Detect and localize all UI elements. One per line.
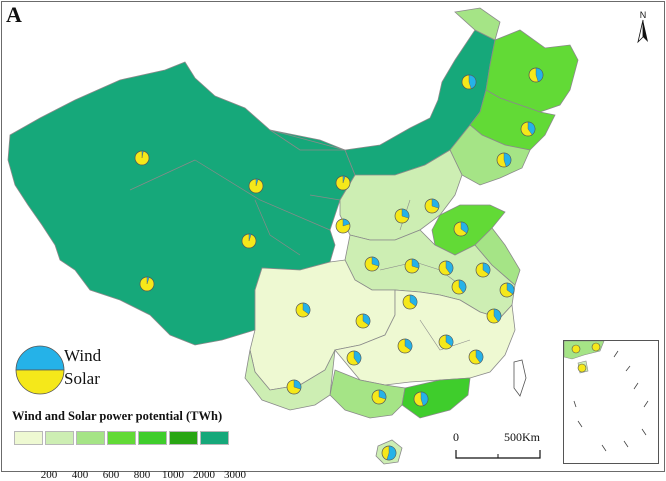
pie-marker xyxy=(248,178,264,194)
pie-marker xyxy=(404,258,420,274)
pie-marker xyxy=(134,150,150,166)
region-guangdong xyxy=(401,377,471,419)
inset-map xyxy=(564,341,649,452)
pie-legend: Wind Solar xyxy=(14,344,154,396)
pie-marker xyxy=(451,279,467,295)
scale-bar: 0 500Km xyxy=(450,430,570,466)
pie-legend-solar: Solar xyxy=(64,369,100,388)
pie-marker xyxy=(394,208,410,224)
color-legend: Wind and Solar power potential (TWh) 200… xyxy=(12,409,272,481)
region-jilin xyxy=(469,89,556,151)
pie-legend-icon xyxy=(15,345,65,395)
legend-tick-label: 600 xyxy=(102,469,120,481)
legend-tick-label: 200 xyxy=(40,469,58,481)
pie-marker xyxy=(139,276,155,292)
pie-marker xyxy=(364,256,380,272)
pie-marker xyxy=(295,302,311,318)
legend-tick-label: 800 xyxy=(133,469,151,481)
pie-marker xyxy=(424,198,440,214)
pie-marker xyxy=(461,74,477,90)
pie-legend-wind: Wind xyxy=(64,346,102,365)
north-arrow: N xyxy=(634,10,652,46)
region-hebei-shanxi xyxy=(339,149,463,241)
pie-marker xyxy=(438,260,454,276)
legend-swatch xyxy=(200,431,229,445)
pie-marker xyxy=(355,313,371,329)
pie-marker xyxy=(286,379,302,395)
legend-swatch xyxy=(76,431,105,445)
region-northeast-top xyxy=(454,7,501,41)
legend-tick-label: 3000 xyxy=(224,469,246,481)
south-china-sea-inset xyxy=(563,340,659,464)
pie-marker xyxy=(335,175,351,191)
legend-swatch xyxy=(45,431,74,445)
pie-markers xyxy=(134,67,544,461)
pie-marker xyxy=(397,338,413,354)
region-yunnan xyxy=(244,349,336,411)
legend-swatch xyxy=(169,431,198,445)
legend-title: Wind and Solar power potential (TWh) xyxy=(12,409,223,423)
region-south-central xyxy=(334,289,516,386)
legend-swatch xyxy=(138,431,167,445)
pie-marker xyxy=(520,121,536,137)
pie-marker xyxy=(468,349,484,365)
pie-marker xyxy=(453,221,469,237)
pie-marker xyxy=(402,294,418,310)
legend-swatch xyxy=(14,431,43,445)
pie-marker xyxy=(496,152,512,168)
region-taiwan xyxy=(513,359,527,397)
north-label: N xyxy=(639,10,647,20)
pie-marker xyxy=(475,262,491,278)
pie-marker xyxy=(528,67,544,83)
pie-marker xyxy=(335,218,351,234)
pie-marker xyxy=(413,391,429,407)
panel-label: A xyxy=(6,2,22,27)
north-arrow-icon xyxy=(637,19,648,44)
pie-marker xyxy=(499,282,515,298)
legend-swatch xyxy=(107,431,136,445)
region-guangxi xyxy=(329,369,406,419)
legend-tick-label: 400 xyxy=(71,469,89,481)
pie-marker xyxy=(346,350,362,366)
legend-tick-label: 1000 xyxy=(162,469,184,481)
legend-swatches: 200 400 600 800 1000 2000 3000 xyxy=(14,431,274,481)
scale-bar-start: 0 xyxy=(453,430,459,444)
pie-marker xyxy=(241,233,257,249)
legend-tick-label: 2000 xyxy=(193,469,215,481)
pie-marker xyxy=(438,334,454,350)
pie-marker xyxy=(381,445,397,461)
pie-marker xyxy=(486,308,502,324)
scale-bar-line xyxy=(455,450,541,459)
scale-bar-end: 500Km xyxy=(504,430,540,444)
region-jiangsu xyxy=(474,227,521,286)
pie-marker xyxy=(371,389,387,405)
